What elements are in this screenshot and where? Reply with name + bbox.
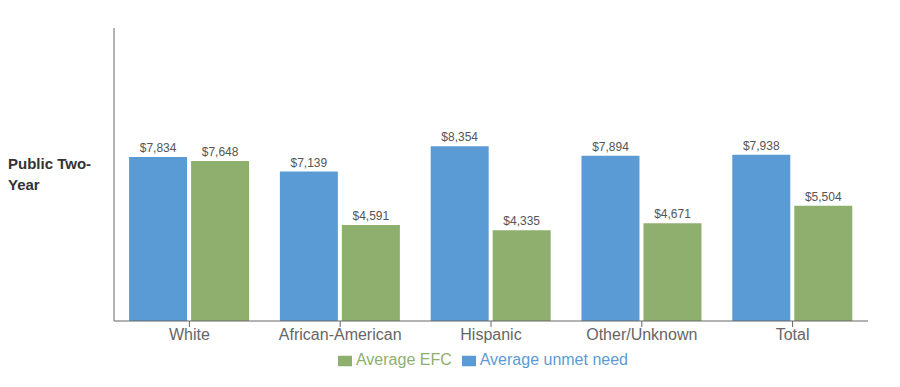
html-text:Public Two-: Public Two-	[8, 154, 92, 172]
svg-text:Hispanic: Hispanic	[460, 326, 521, 343]
svg-text:$5,504: $5,504	[805, 190, 842, 204]
svg-text:$4,671: $4,671	[654, 207, 691, 221]
svg-text:$4,335: $4,335	[503, 214, 540, 228]
svg-text:$7,834: $7,834	[140, 141, 177, 155]
svg-text:Other/Unknown: Other/Unknown	[586, 326, 697, 343]
svg-text:$4,591: $4,591	[353, 209, 390, 223]
svg-text:$7,139: $7,139	[291, 156, 328, 170]
svg-text:$8,354: $8,354	[441, 130, 478, 144]
html-text:Year: Year	[8, 175, 40, 193]
svg-text:African-American: African-American	[279, 326, 402, 343]
svg-text:White: White	[169, 326, 210, 343]
svg-text:$7,894: $7,894	[592, 140, 629, 154]
html-text:Average unmet need: Average unmet need	[479, 351, 628, 368]
svg-text:Total: Total	[776, 326, 810, 343]
svg-text:$7,648: $7,648	[202, 145, 239, 159]
html-text:Average EFC: Average EFC	[356, 351, 452, 368]
svg-text:$7,938: $7,938	[743, 139, 780, 153]
